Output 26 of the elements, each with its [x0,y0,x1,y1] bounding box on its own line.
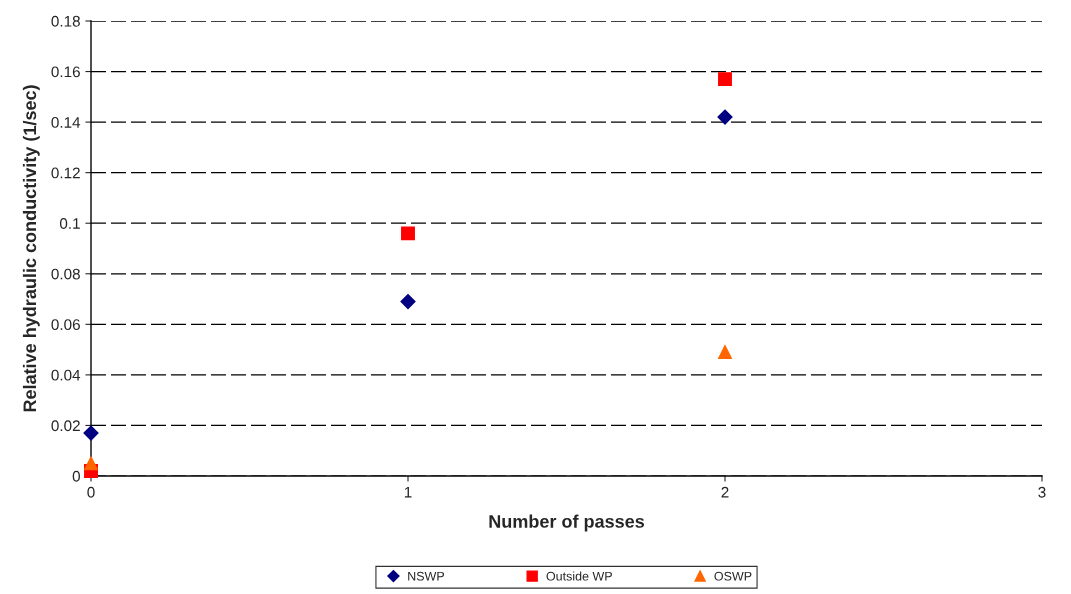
point [717,109,733,125]
point [401,226,415,241]
legend-label: OSWP [714,571,752,581]
x-tick-label: 3 [1038,486,1046,498]
y-tick-label: 0.1 [59,218,80,229]
y-tick-label: 0.08 [51,268,80,280]
y-tick-label: 0.14 [51,116,81,128]
point [83,425,99,441]
y-tick-label: 0.04 [51,369,81,381]
y-tick-label: 0.02 [51,420,80,432]
x-tick-label: 2 [721,486,729,498]
y-tick-label: 0 [72,470,80,482]
y-tick-label: 0.12 [51,167,80,179]
x-tick-label: 0 [87,486,95,498]
y-tick-label: 0.06 [51,319,80,331]
point [718,72,732,87]
legend-label: Outside WP [546,571,612,581]
y-tick-label: 0.18 [51,15,80,27]
point [718,345,732,360]
point [400,294,416,310]
x-axis-title: Number of passes [489,514,645,532]
y-axis-title: Relative hydraulic conductivity (1/sec) [22,85,40,412]
x-tick-label: 1 [404,486,412,498]
legend-label: NSWP [408,571,445,581]
point [84,456,98,471]
y-tick-label: 0.16 [51,66,80,78]
